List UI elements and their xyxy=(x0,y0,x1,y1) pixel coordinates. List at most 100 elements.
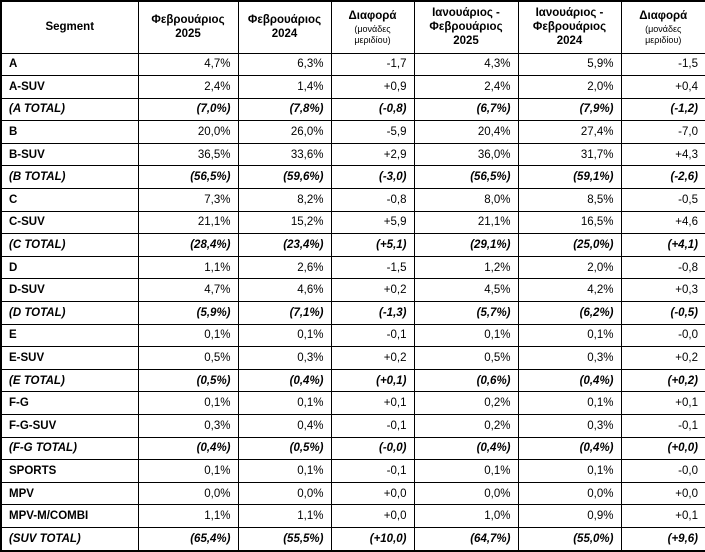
value-cell: (7,0%) xyxy=(137,97,239,122)
value-cell: +0,2 xyxy=(330,346,415,370)
value-cell: (-0,0) xyxy=(330,436,415,461)
value-cell: 1,1% xyxy=(137,504,239,528)
column-header-6: Διαφορά (μονάδες μεριδίου) xyxy=(620,0,705,54)
segment-cell: (D TOTAL) xyxy=(0,301,139,325)
value-cell: 2,4% xyxy=(137,75,239,99)
value-cell: 0,5% xyxy=(413,346,519,370)
value-cell: 4,2% xyxy=(517,278,622,303)
value-cell: (0,4%) xyxy=(137,436,239,461)
value-cell: 0,1% xyxy=(517,459,622,483)
value-cell: 20,0% xyxy=(137,120,239,144)
table-row: E 0,1% 0,1% -0,1 0,1% 0,1% -0,0 xyxy=(0,323,705,348)
segment-cell: MPV-M/COMBI xyxy=(0,504,139,528)
value-cell: (+0,2) xyxy=(620,368,705,393)
value-cell: +4,6 xyxy=(620,210,705,235)
table-row: C 7,3% 8,2% -0,8 8,0% 8,5% -0,5 xyxy=(0,188,705,212)
value-cell: -0,1 xyxy=(330,414,415,438)
value-cell: (64,7%) xyxy=(413,526,519,552)
header-row: Segment Φεβρουάριος 2025 Φεβρουάριος 2024 Δ… xyxy=(0,0,705,54)
value-cell: +2,9 xyxy=(330,142,415,167)
value-cell: +0,9 xyxy=(330,75,415,99)
table-row: A 4,7% 6,3% -1,7 4,3% 5,9% -1,5 xyxy=(0,52,705,77)
value-cell: 0,0% xyxy=(137,481,239,506)
value-cell: +0,2 xyxy=(620,346,705,370)
column-title: Ιανουάριος - Φεβρουάριος 2024 xyxy=(532,7,607,48)
value-cell: +0,3 xyxy=(620,278,705,303)
table-row: F-G 0,1% 0,1% +0,1 0,2% 0,1% +0,1 xyxy=(0,391,705,415)
value-cell: 1,0% xyxy=(413,504,519,528)
column-title: Φεβρουάριος 2024 xyxy=(247,14,322,41)
value-cell: (28,4%) xyxy=(137,233,239,257)
value-cell: (25,0%) xyxy=(517,233,622,257)
value-cell: (+0,1) xyxy=(330,368,415,393)
value-cell: 2,6% xyxy=(237,255,332,280)
value-cell: (6,2%) xyxy=(517,301,622,325)
value-cell: +0,0 xyxy=(330,504,415,528)
value-cell: 4,3% xyxy=(413,52,519,77)
value-cell: -0,8 xyxy=(620,255,705,280)
value-cell: 15,2% xyxy=(237,210,332,235)
total-row: (C TOTAL) (28,4%) (23,4%) (+5,1) (29,1%) (25,… xyxy=(0,233,705,257)
value-cell: 0,1% xyxy=(413,459,519,483)
value-cell: -0,0 xyxy=(620,459,705,483)
total-row: (D TOTAL) (5,9%) (7,1%) (-1,3) (5,7%) (6,2%)(… xyxy=(0,301,705,325)
value-cell: (7,1%) xyxy=(237,301,332,325)
value-cell: 27,4% xyxy=(517,120,622,144)
table-header: Segment Φεβρουάριος 2025 Φεβρουάριος 2024 Δ… xyxy=(0,0,705,54)
value-cell: (+9,6) xyxy=(620,526,705,552)
value-cell: (29,1%) xyxy=(413,233,519,257)
value-cell: 0,1% xyxy=(517,391,622,415)
value-cell: (-1,2) xyxy=(620,97,705,122)
segment-cell: B xyxy=(0,120,139,144)
value-cell: (0,4%) xyxy=(413,436,519,461)
value-cell: 0,1% xyxy=(137,391,239,415)
value-cell: 0,1% xyxy=(237,391,332,415)
value-cell: 0,0% xyxy=(517,481,622,506)
segment-cell: E-SUV xyxy=(0,346,139,370)
segment-cell: E xyxy=(0,323,139,348)
value-cell: (-1,3) xyxy=(330,301,415,325)
column-header-5: Ιανουάριος - Φεβρουάριος 2024 xyxy=(517,0,622,54)
value-cell: (0,4%) xyxy=(517,368,622,393)
value-cell: -0,1 xyxy=(330,323,415,348)
segment-cell: F-G xyxy=(0,391,139,415)
value-cell: (0,5%) xyxy=(237,436,332,461)
value-cell: (-0,8) xyxy=(330,97,415,122)
value-cell: 8,5% xyxy=(517,188,622,212)
value-cell: 0,5% xyxy=(137,346,239,370)
segment-cell: (C TOTAL) xyxy=(0,233,139,257)
segment-cell: B-SUV xyxy=(0,142,139,167)
column-subtitle: (μονάδες μεριδίου) xyxy=(645,24,682,45)
value-cell: (55,5%) xyxy=(237,526,332,552)
value-cell: -0,1 xyxy=(620,414,705,438)
value-cell: 6,3% xyxy=(237,52,332,77)
segment-cell: SPORTS xyxy=(0,459,139,483)
value-cell: (+5,1) xyxy=(330,233,415,257)
value-cell: 0,9% xyxy=(517,504,622,528)
value-cell: +0,4 xyxy=(620,75,705,99)
segment-cell: A-SUV xyxy=(0,75,139,99)
table-row: D 1,1% 2,6% -1,5 1,2% 2,0% -0,8 xyxy=(0,255,705,280)
value-cell: (0,5%) xyxy=(137,368,239,393)
value-cell: 36,5% xyxy=(137,142,239,167)
value-cell: 36,0% xyxy=(413,142,519,167)
segment-cell: A xyxy=(0,52,139,77)
table-row: MPV-M/COMBI 1,1% 1,1% +0,0 1,0% 0,9% +0,1 xyxy=(0,504,705,528)
value-cell: -0,8 xyxy=(330,188,415,212)
value-cell: 0,4% xyxy=(237,414,332,438)
table-body: A 4,7% 6,3% -1,7 4,3% 5,9% -1,5 A-SUV 2,4% 1,4% +0… xyxy=(0,52,705,552)
column-header-segment: Segment xyxy=(0,0,139,54)
value-cell: 1,4% xyxy=(237,75,332,99)
segment-cell: F-G-SUV xyxy=(0,414,139,438)
value-cell: (6,7%) xyxy=(413,97,519,122)
table-row: SPORTS 0,1% 0,1% -0,1 0,1% 0,1% -0,0 xyxy=(0,459,705,483)
value-cell: 0,3% xyxy=(517,346,622,370)
value-cell: (7,8%) xyxy=(237,97,332,122)
value-cell: (59,6%) xyxy=(237,165,332,190)
value-cell: 31,7% xyxy=(517,142,622,167)
value-cell: -5,9 xyxy=(330,120,415,144)
column-header-3: Διαφορά (μονάδες μεριδίου) xyxy=(330,0,415,54)
value-cell: (0,4%) xyxy=(517,436,622,461)
value-cell: 0,1% xyxy=(137,459,239,483)
